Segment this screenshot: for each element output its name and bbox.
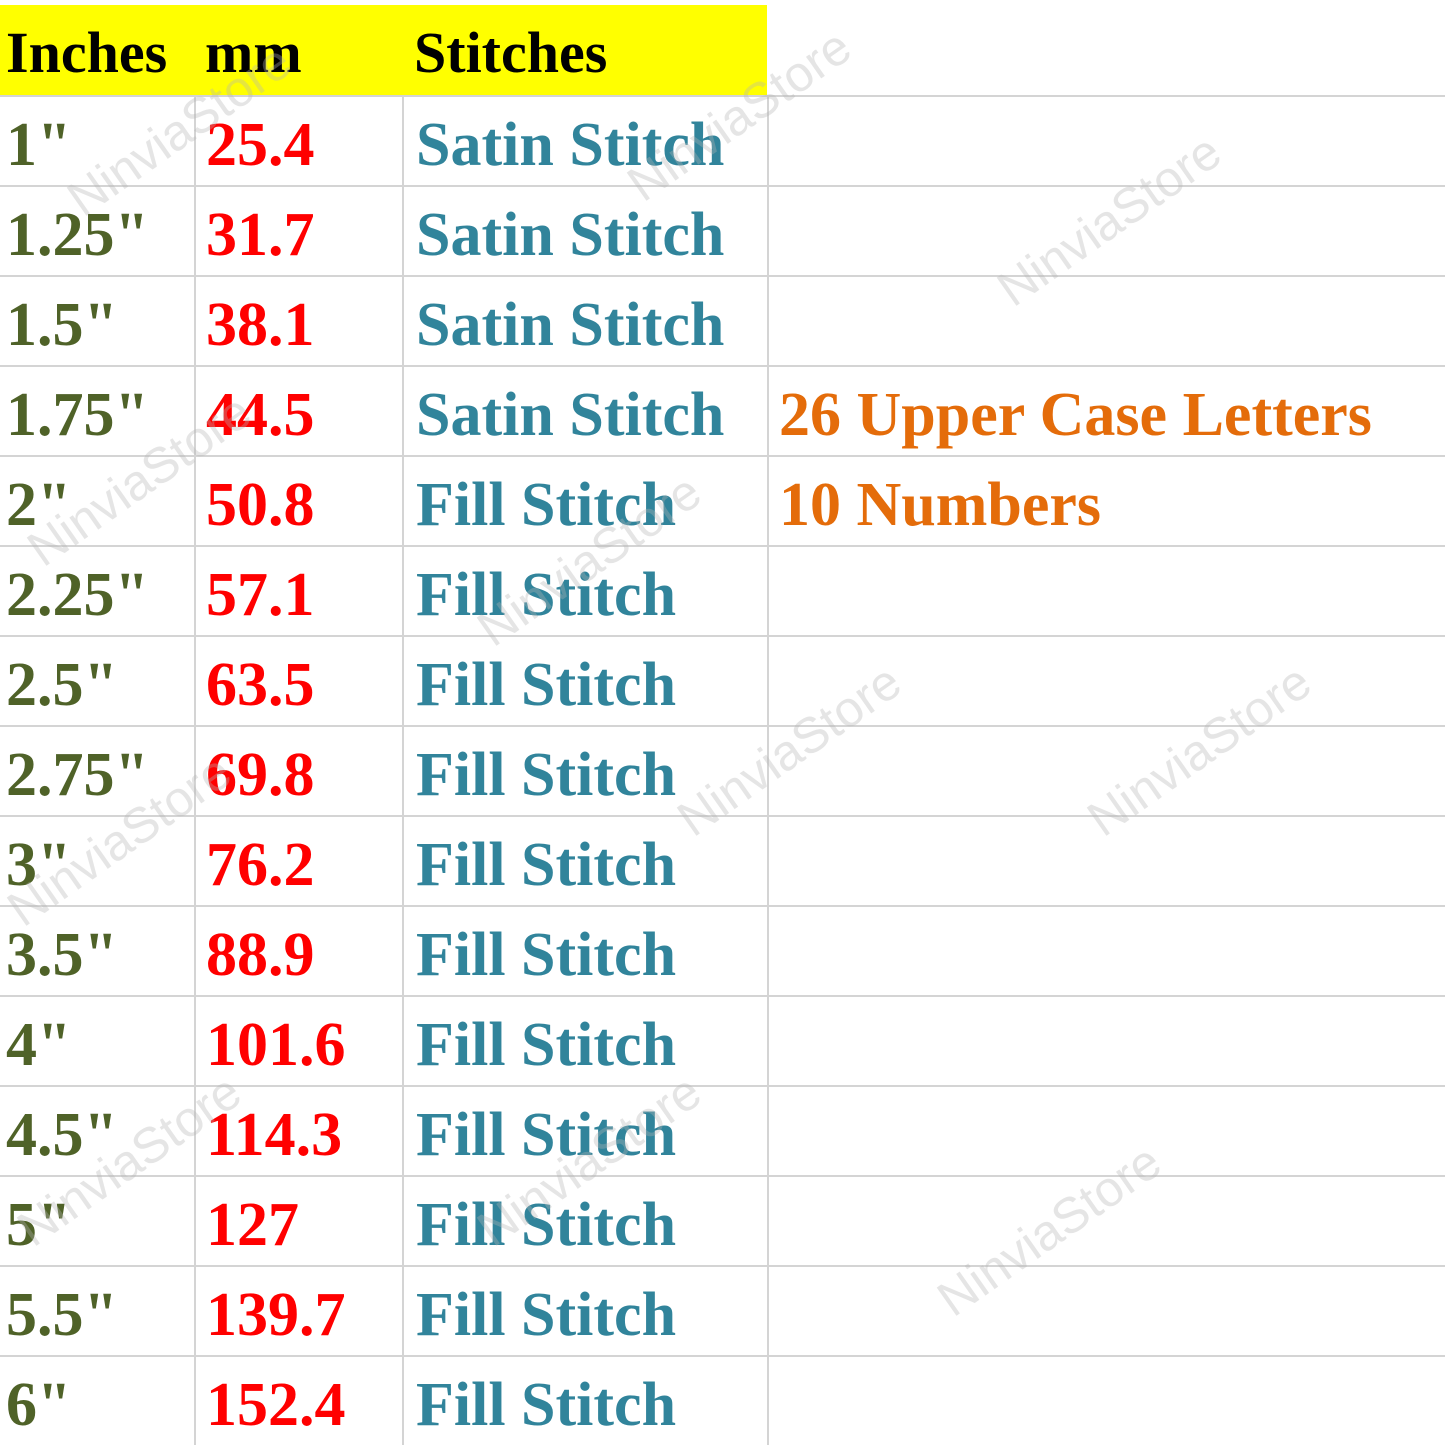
inches-cell: 4" xyxy=(6,1011,72,1079)
mm-cell: 44.5 xyxy=(194,367,402,455)
mm-cell: 57.1 xyxy=(194,547,402,635)
mm-cell: 101.6 xyxy=(194,997,402,1085)
mm-cell: 139.7 xyxy=(194,1267,402,1355)
inches-cell: 3" xyxy=(6,831,72,899)
stitch-cell: Satin Stitch xyxy=(402,277,767,365)
inches-cell: 2.25" xyxy=(6,561,149,629)
mm-cell: 63.5 xyxy=(194,637,402,725)
stitch-cell: Fill Stitch xyxy=(402,637,767,725)
table-row: 2.5" 63.5 Fill Stitch xyxy=(0,635,1445,725)
header-stitches: Stitches xyxy=(414,20,608,85)
table-row: 2" 50.8 Fill Stitch 10 Numbers xyxy=(0,455,1445,545)
table-row: 1.25" 31.7 Satin Stitch xyxy=(0,185,1445,275)
table-row: 3" 76.2 Fill Stitch xyxy=(0,815,1445,905)
inches-cell: 6" xyxy=(6,1371,72,1439)
inches-cell: 5.5" xyxy=(6,1281,118,1349)
inches-cell: 2" xyxy=(6,471,72,539)
stitch-cell: Fill Stitch xyxy=(402,1177,767,1265)
inches-cell: 1" xyxy=(6,111,72,179)
mm-cell: 38.1 xyxy=(194,277,402,365)
note-cell xyxy=(767,727,779,815)
table-row: 4" 101.6 Fill Stitch xyxy=(0,995,1445,1085)
stitch-cell: Fill Stitch xyxy=(402,1267,767,1355)
table-row: 1.75" 44.5 Satin Stitch 26 Upper Case Lette… xyxy=(0,365,1445,455)
stitch-cell: Fill Stitch xyxy=(402,907,767,995)
table-row: 6" 152.4 Fill Stitch xyxy=(0,1355,1445,1445)
header-mm: mm xyxy=(205,20,302,85)
stitch-cell: Satin Stitch xyxy=(402,97,767,185)
note-cell xyxy=(767,817,779,905)
mm-cell: 127 xyxy=(194,1177,402,1265)
note-cell xyxy=(767,277,779,365)
note-cell xyxy=(767,1087,779,1175)
mm-cell: 31.7 xyxy=(194,187,402,275)
note-cell xyxy=(767,1357,779,1445)
stitch-cell: Fill Stitch xyxy=(402,547,767,635)
note-cell xyxy=(767,997,779,1085)
note-cell: 26 Upper Case Letters xyxy=(767,367,1372,455)
note-cell xyxy=(767,1177,779,1265)
header-inches: Inches xyxy=(6,20,168,85)
table-row: 1" 25.4 Satin Stitch xyxy=(0,95,1445,185)
note-cell xyxy=(767,1267,779,1355)
mm-cell: 76.2 xyxy=(194,817,402,905)
mm-cell: 25.4 xyxy=(194,97,402,185)
inches-cell: 1.75" xyxy=(6,381,149,449)
stitch-cell: Satin Stitch xyxy=(402,187,767,275)
inches-cell: 4.5" xyxy=(6,1101,118,1169)
note-cell xyxy=(767,97,779,185)
inches-cell: 2.5" xyxy=(6,651,118,719)
stitch-cell: Fill Stitch xyxy=(402,727,767,815)
table-row: 4.5" 114.3 Fill Stitch xyxy=(0,1085,1445,1175)
stitch-cell: Fill Stitch xyxy=(402,1357,767,1445)
table-row: 5" 127 Fill Stitch xyxy=(0,1175,1445,1265)
mm-cell: 88.9 xyxy=(194,907,402,995)
mm-cell: 152.4 xyxy=(194,1357,402,1445)
inches-cell: 1.25" xyxy=(6,201,149,269)
mm-cell: 50.8 xyxy=(194,457,402,545)
inches-cell: 5" xyxy=(6,1191,72,1259)
note-cell xyxy=(767,187,779,275)
table-row: 3.5" 88.9 Fill Stitch xyxy=(0,905,1445,995)
table-row: 2.75" 69.8 Fill Stitch xyxy=(0,725,1445,815)
note-cell xyxy=(767,637,779,725)
note-cell xyxy=(767,547,779,635)
header-highlight xyxy=(0,5,767,95)
stitch-cell: Fill Stitch xyxy=(402,817,767,905)
stitch-cell: Fill Stitch xyxy=(402,1087,767,1175)
note-cell: 10 Numbers xyxy=(767,457,1101,545)
table-row: 1.5" 38.1 Satin Stitch xyxy=(0,275,1445,365)
mm-cell: 114.3 xyxy=(194,1087,402,1175)
inches-cell: 2.75" xyxy=(6,741,149,809)
mm-cell: 69.8 xyxy=(194,727,402,815)
stitch-cell: Satin Stitch xyxy=(402,367,767,455)
stitch-cell: Fill Stitch xyxy=(402,457,767,545)
inches-cell: 3.5" xyxy=(6,921,118,989)
inches-cell: 1.5" xyxy=(6,291,118,359)
table-row: 2.25" 57.1 Fill Stitch xyxy=(0,545,1445,635)
table-row: 5.5" 139.7 Fill Stitch xyxy=(0,1265,1445,1355)
note-cell xyxy=(767,907,779,995)
stitch-cell: Fill Stitch xyxy=(402,997,767,1085)
